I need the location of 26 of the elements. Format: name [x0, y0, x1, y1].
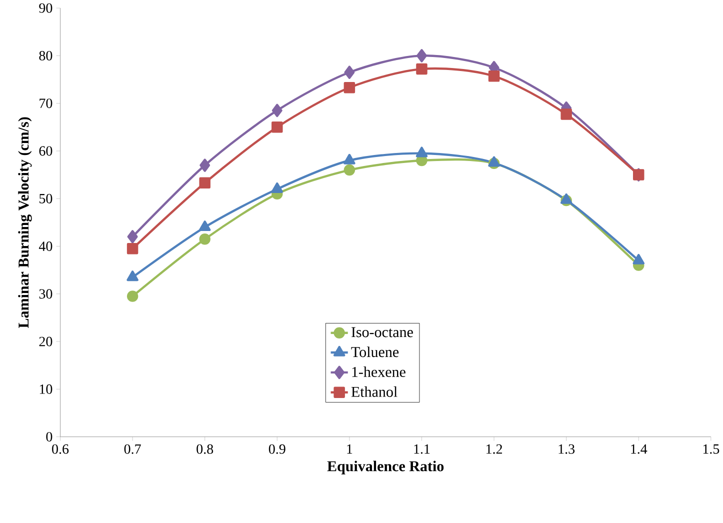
legend-label: 1-hexene	[352, 366, 406, 377]
x-tick-label: 1.4	[631, 444, 648, 454]
y-tick-label: 90	[39, 3, 52, 13]
y-tick-label: 10	[40, 384, 52, 394]
legend-label: Ethanol	[351, 386, 398, 397]
y-tick-label: 40	[38, 241, 52, 251]
y-tick-label: 0	[46, 432, 52, 442]
y-tick-label: 50	[40, 194, 52, 204]
x-tick-label: 0.7	[124, 444, 141, 454]
x-tick-label: 1.5	[703, 444, 720, 454]
y-axis-title: Laminar Burning Velocity (cm/s)	[18, 117, 32, 328]
x-tick-label: 0.9	[268, 444, 286, 454]
x-tick-label: 1.3	[558, 444, 575, 454]
y-tick-label: 60	[39, 146, 52, 156]
x-tick-label: 1.1	[414, 444, 430, 454]
x-tick-label: 0.6	[52, 444, 69, 454]
y-tick-label: 80	[39, 50, 52, 60]
x-tick-label: 0.8	[196, 444, 214, 454]
x-tick-label: 1.2	[486, 444, 502, 454]
y-tick-label: 30	[39, 289, 52, 299]
y-tick-label: 20	[39, 336, 52, 346]
x-tick-label: 1	[347, 444, 352, 454]
x-axis-title: Equivalence Ratio	[327, 460, 444, 474]
legend-label: Iso-octane	[352, 327, 413, 338]
y-tick-label: 70	[40, 98, 52, 108]
legend-label: Toluene	[351, 346, 399, 358]
